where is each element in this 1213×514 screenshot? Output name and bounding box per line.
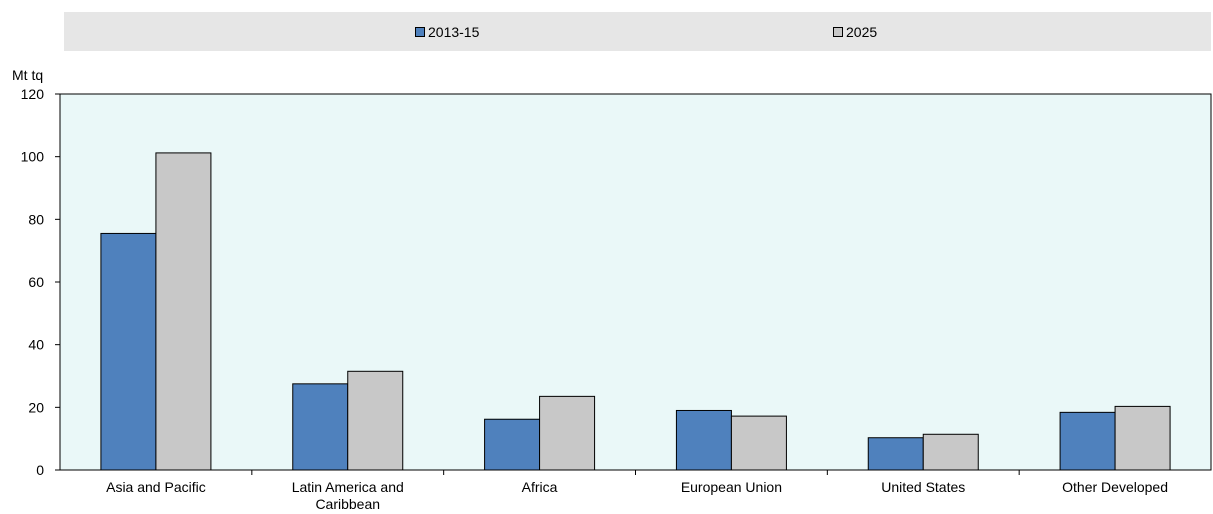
x-tick-label: Asia and Pacific [106,479,206,495]
x-tick-label: European Union [681,479,782,495]
bar-2013-15-africa [484,418,541,471]
bar-2025-africa [539,395,596,471]
legend: 2013-15 2025 [64,12,1211,51]
bar-2013-15-united-states [867,437,924,471]
y-tick-label: 60 [28,274,44,290]
y-axis: 0 20 40 60 80 100 120 [21,86,60,478]
bar-2013-15-other-developed [1059,411,1116,471]
y-tick-label: 80 [28,211,44,227]
y-tick-label: 0 [36,462,44,478]
y-tick-label: 40 [28,337,44,353]
x-tick-label: Africa [522,479,558,495]
legend-swatch-2025 [833,26,843,37]
bar-2025-european-union [730,415,787,471]
bars-group [100,152,1171,471]
plot-area [59,93,1212,471]
bar-2013-15-latin-america-and-caribbean [292,383,349,471]
y-tick-label: 20 [28,399,44,415]
x-tick-label: Latin America and Caribbean [292,479,404,512]
y-tick-label: 100 [21,149,45,165]
bar-2025-latin-america-and-caribbean [347,370,404,471]
bar-2025-united-states [922,433,979,471]
bar-2013-15-asia-and-pacific [100,232,157,471]
x-tick-label: Other Developed [1062,479,1168,495]
bar-2013-15-european-union [675,409,732,471]
bar-2025-asia-and-pacific [155,152,212,471]
bar-2025-other-developed [1114,405,1171,471]
legend-swatch-2013-15 [415,26,425,37]
legend-label-2013-15: 2013-15 [428,23,480,40]
legend-label-2025: 2025 [846,23,878,40]
y-axis-label: Mt tq [12,67,43,83]
y-tick-label: 120 [21,86,45,102]
legend-item-2013-15: 2013-15 [415,12,479,51]
x-tick-label: United States [881,479,965,495]
x-axis: Asia and Pacific Latin America and Caribbe… [106,470,1168,512]
legend-item-2025: 2025 [833,12,877,51]
